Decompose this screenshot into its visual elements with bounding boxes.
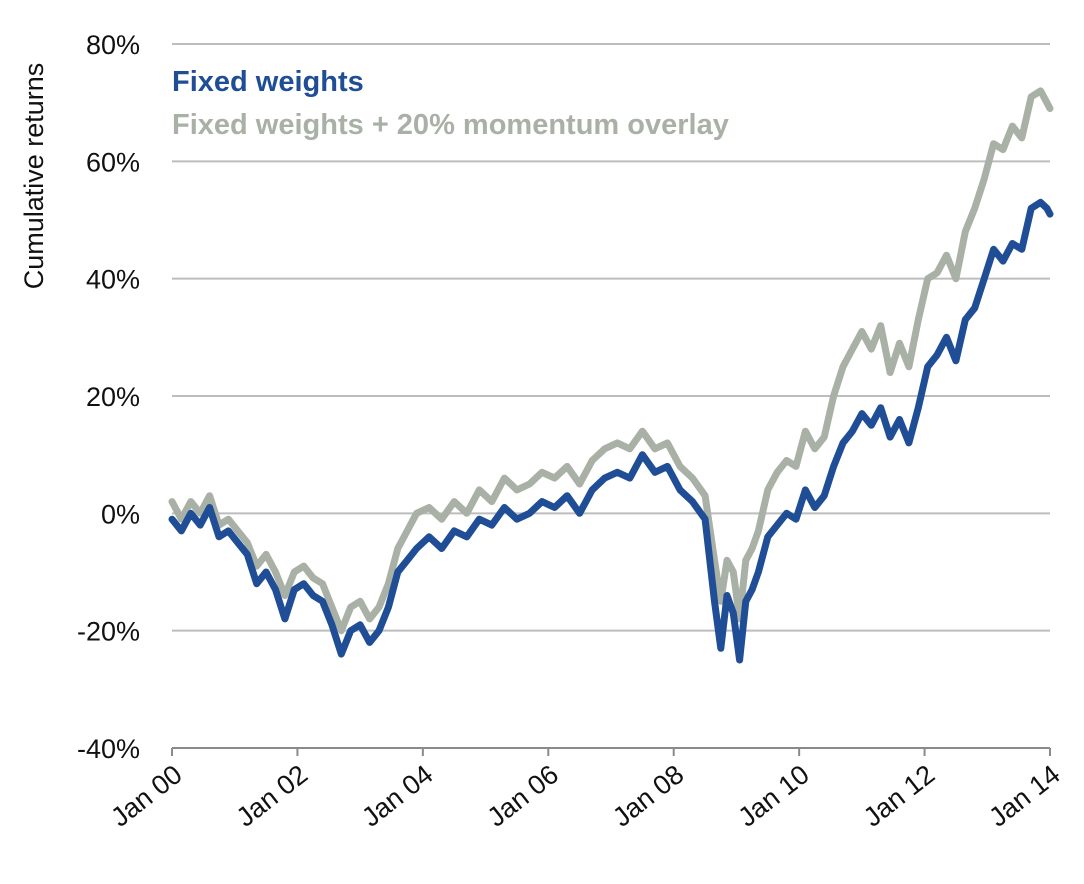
x-axis-ticks: Jan 00 Jan 02 Jan 04 Jan 06 Jan 08 Jan 10 Jan … — [105, 748, 1066, 833]
y-tick-label: 20% — [86, 382, 140, 412]
y-tick-label: 40% — [86, 265, 140, 295]
legend-entry-momentum-overlay: Fixed weights + 20% momentum overlay — [172, 109, 729, 141]
x-tick-label: Jan 08 — [607, 759, 689, 833]
legend: Fixed weights Fixed weights + 20% moment… — [172, 66, 729, 141]
x-tick-label: Jan 14 — [983, 759, 1065, 833]
y-tick-label: 60% — [86, 147, 140, 177]
series-line-fixed-weights — [168, 198, 1054, 664]
x-tick-label: Jan 06 — [482, 759, 564, 833]
x-tick-label: Jan 12 — [858, 759, 940, 833]
y-tick-label: -20% — [77, 617, 140, 647]
x-tick-label: Jan 10 — [732, 759, 814, 833]
gridlines — [172, 43, 1050, 632]
y-axis-title: Cumulative returns — [19, 63, 49, 290]
x-tick-label: Jan 02 — [231, 759, 313, 833]
x-tick-label: Jan 00 — [105, 759, 187, 833]
y-tick-label: -40% — [77, 734, 140, 764]
x-tick-label: Jan 04 — [356, 759, 438, 833]
series-line-momentum-overlay — [168, 87, 1054, 635]
y-tick-label: 80% — [86, 30, 140, 60]
y-tick-label: 0% — [101, 499, 140, 529]
series-lines — [168, 87, 1054, 664]
y-axis-ticks: -40% -20% 0% 20% 40% 60% 80% — [77, 30, 140, 764]
legend-entry-fixed-weights: Fixed weights — [172, 66, 364, 98]
